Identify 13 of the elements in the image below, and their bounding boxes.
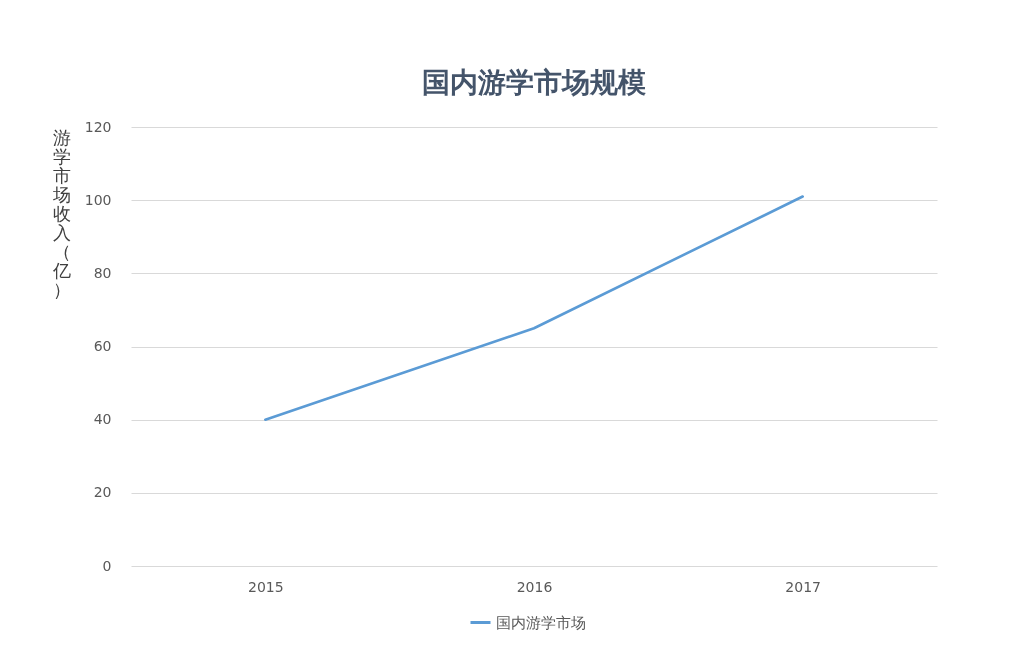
y-tick-label: 120 [84,118,112,135]
y-tick-label: 100 [84,191,112,208]
chart-title: 国内游学市场规模 [422,66,646,99]
legend-label: 国内游学市场 [496,613,586,632]
x-tick-label: 2015 [248,578,284,595]
y-tick-label: 80 [93,264,112,281]
x-tick-label: 2017 [785,578,821,595]
x-tick-label: 2016 [516,578,553,595]
y-tick-label: 20 [93,484,112,501]
y-tick-label: 0 [102,557,112,574]
y-tick-label: 60 [93,338,112,354]
text: 游学市场收入（亿） [52,126,71,300]
y-tick-label: 40 [93,411,112,428]
